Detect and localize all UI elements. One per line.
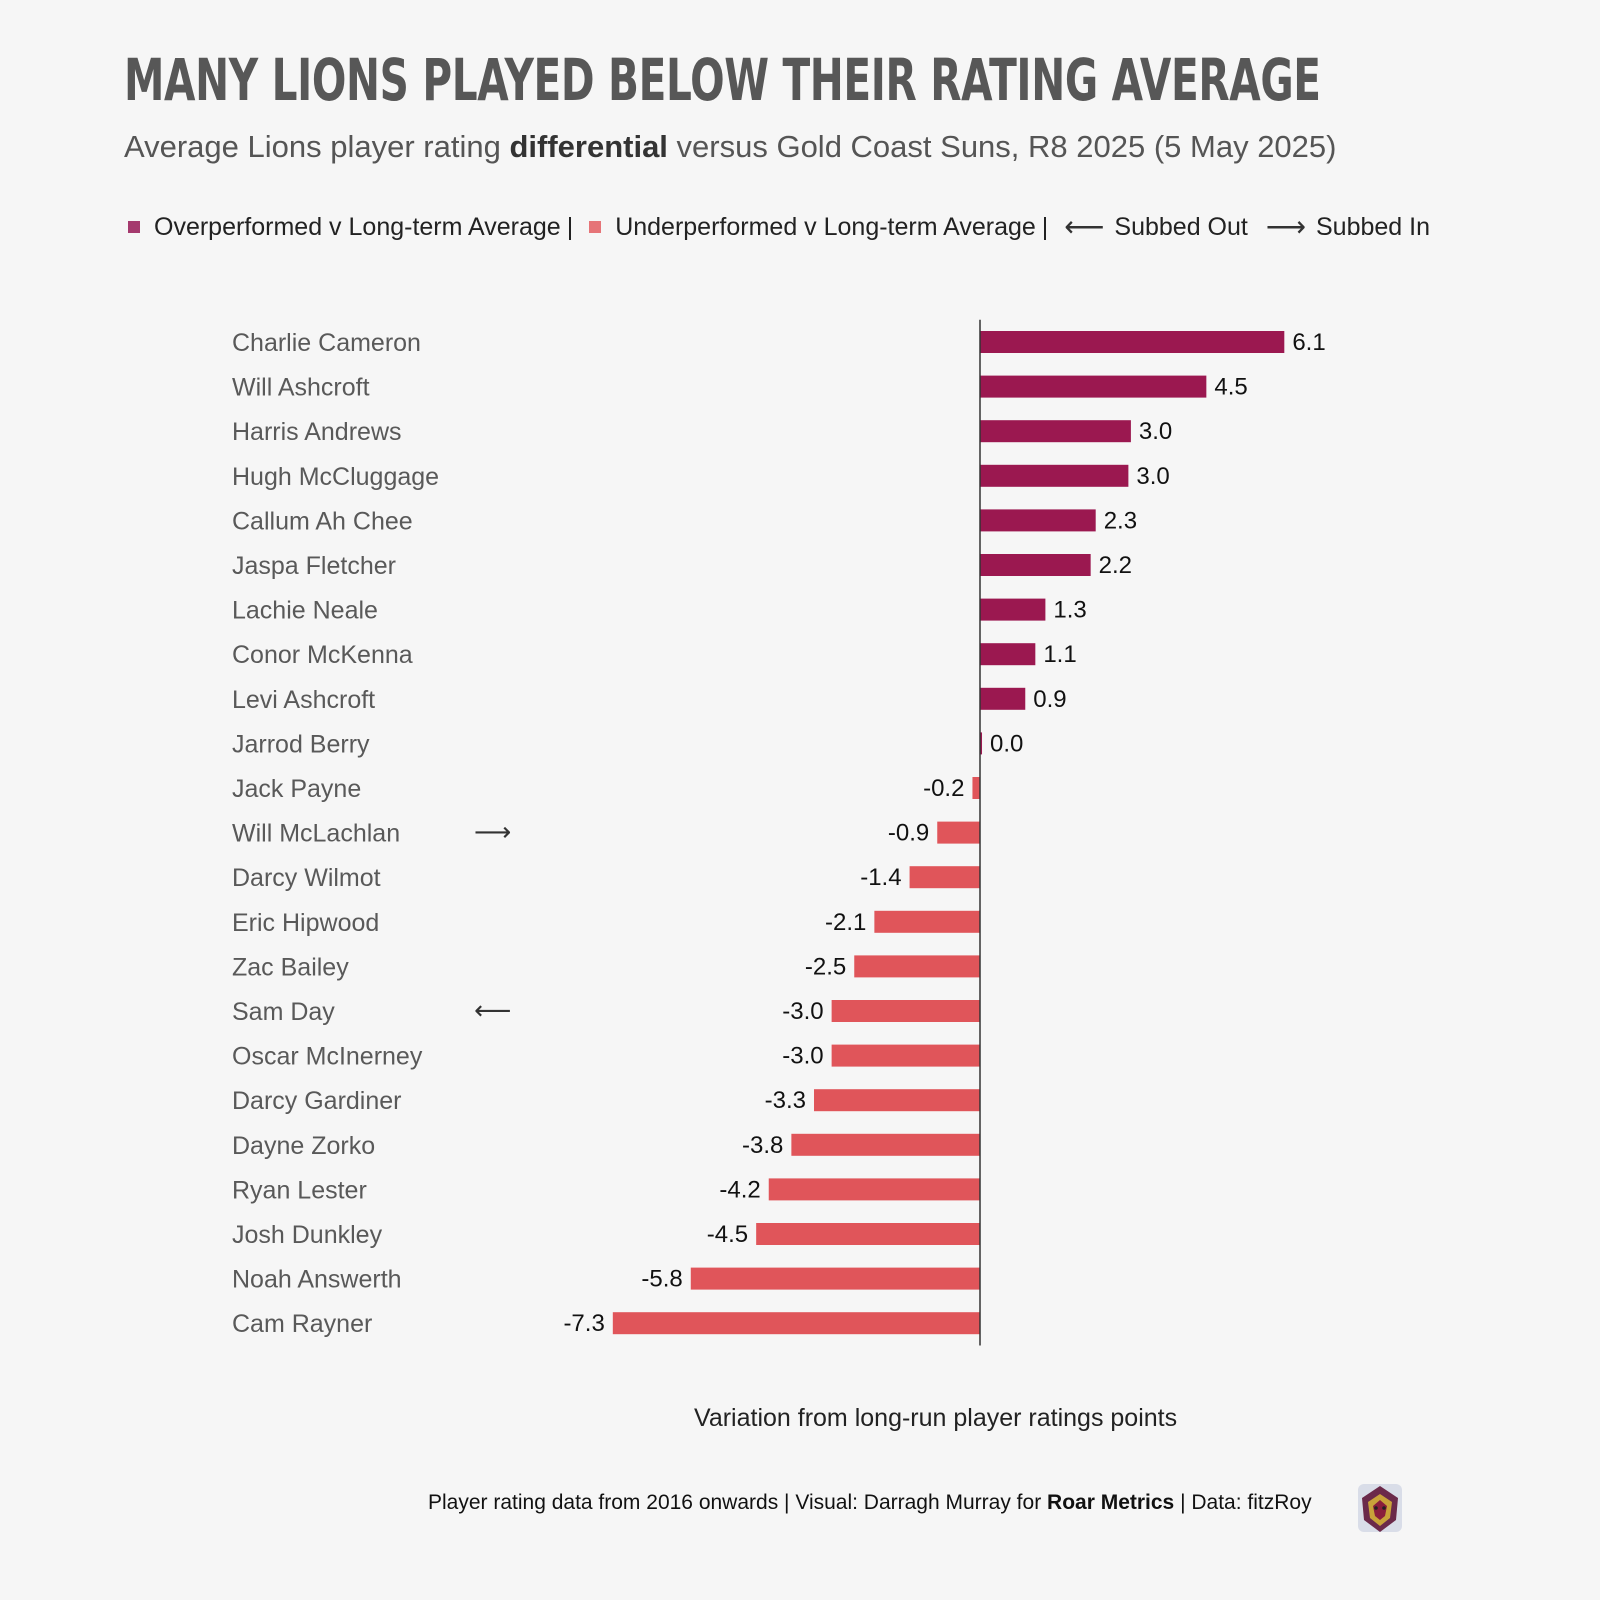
bar-value-label: 6.1	[1292, 329, 1325, 356]
player-name-label: Darcy Wilmot	[232, 864, 381, 892]
legend-label-subbed-out: Subbed Out	[1114, 213, 1248, 241]
chart-title: MANY LIONS PLAYED BELOW THEIR RATING AVE…	[124, 46, 1321, 114]
bar	[612, 1312, 980, 1335]
bar	[980, 375, 1207, 398]
bar	[854, 955, 980, 978]
bar	[768, 1178, 980, 1201]
player-name-label: Zac Bailey	[232, 953, 349, 981]
bar-value-label: 2.3	[1104, 507, 1137, 534]
bar-chart: Charlie Cameron 6.1 Will Ashcroft 4.5 Harris…	[232, 319, 1326, 1346]
subtitle-text-post: versus Gold Coast Suns, R8 2025 (5 May 2…	[667, 129, 1337, 164]
player-name-label: Hugh McCluggage	[232, 463, 439, 491]
bar	[980, 732, 983, 755]
player-name-label: Jaspa Fletcher	[232, 552, 396, 580]
bar	[756, 1223, 980, 1245]
player-name-label: Dayne Zorko	[232, 1132, 375, 1160]
player-name-label: Oscar McInerney	[232, 1043, 423, 1071]
player-name-label: Ryan Lester	[232, 1176, 367, 1204]
bar-value-label: 0.9	[1033, 686, 1066, 713]
bar-value-label: -0.2	[923, 775, 964, 802]
bar	[690, 1267, 980, 1290]
lion-head-logo-icon	[1358, 1484, 1402, 1532]
player-name-label: Harris Andrews	[232, 418, 402, 446]
chart-footer: Player rating data from 2016 onwards | V…	[428, 1491, 1312, 1515]
bar	[831, 1044, 980, 1067]
player-name-label: Levi Ashcroft	[232, 686, 375, 714]
player-name-label: Sam Day	[232, 998, 335, 1026]
bar	[937, 821, 980, 844]
bar-value-label: -3.3	[765, 1087, 806, 1114]
bar-value-label: -0.9	[888, 820, 929, 847]
bar	[791, 1133, 980, 1156]
player-name-label: Noah Answerth	[232, 1266, 402, 1294]
footer-text-pre: Player rating data from 2016 onwards | V…	[428, 1491, 1048, 1514]
bar	[909, 866, 980, 889]
bar-value-label: 3.0	[1136, 463, 1169, 490]
footer-brand: Roar Metrics	[1047, 1491, 1175, 1514]
footer-text-post: | Data: fitzRoy	[1174, 1491, 1312, 1514]
bar	[814, 1089, 980, 1112]
bar-value-label: 4.5	[1214, 374, 1247, 401]
subbed-out-arrow-icon: ⟵	[1064, 211, 1105, 242]
bar	[980, 554, 1091, 576]
bar-value-label: 0.0	[990, 730, 1023, 757]
chart-subtitle: Average Lions player rating differential…	[124, 127, 1336, 167]
player-name-label: Jack Payne	[232, 775, 361, 803]
bar-value-label: -2.1	[825, 909, 866, 936]
legend-separator: |	[1041, 213, 1049, 241]
legend-label-subbed-in: Subbed In	[1316, 213, 1430, 241]
chart-legend: Overperformed v Long-term Average | Unde…	[128, 210, 1430, 244]
player-name-label: Will McLachlan	[232, 820, 400, 848]
bar-value-label: -3.8	[742, 1132, 783, 1159]
player-name-label: Will Ashcroft	[232, 374, 370, 402]
player-name-label: Charlie Cameron	[232, 329, 421, 357]
subtitle-text-pre: Average Lions player rating	[124, 129, 510, 164]
subbed-in-arrow-icon: ⟶	[474, 818, 511, 848]
player-name-label: Lachie Neale	[232, 597, 378, 625]
player-name-label: Jarrod Berry	[232, 730, 370, 758]
bar-value-label: -3.0	[782, 1043, 823, 1070]
bar	[972, 777, 980, 799]
bar-value-label: 1.3	[1053, 597, 1086, 624]
subbed-out-arrow-icon: ⟵	[474, 996, 511, 1026]
legend-swatch-over	[128, 221, 140, 233]
legend-label-over: Overperformed v Long-term Average	[154, 213, 561, 241]
bar	[980, 331, 1285, 353]
legend-label-under: Underperformed v Long-term Average	[615, 213, 1036, 241]
bar	[980, 464, 1129, 487]
bar	[980, 509, 1096, 532]
bar-value-label: 1.1	[1043, 641, 1076, 668]
player-name-label: Josh Dunkley	[232, 1221, 383, 1249]
bar	[980, 643, 1036, 666]
x-axis-label: Variation from long-run player ratings p…	[694, 1404, 1178, 1432]
player-name-label: Conor McKenna	[232, 641, 413, 669]
bar	[980, 420, 1131, 443]
bar-value-label: -2.5	[805, 953, 846, 980]
bar-value-label: -5.8	[641, 1266, 682, 1293]
bar-value-label: -1.4	[860, 864, 901, 891]
legend-swatch-under	[589, 221, 602, 233]
bar	[980, 687, 1026, 710]
bar-value-label: -3.0	[782, 998, 823, 1025]
bar	[831, 1000, 980, 1022]
legend-separator: |	[566, 213, 574, 241]
subbed-in-arrow-icon: ⟶	[1265, 211, 1306, 242]
bar-value-label: -4.5	[707, 1221, 748, 1248]
player-name-label: Darcy Gardiner	[232, 1087, 402, 1115]
player-name-label: Callum Ah Chee	[232, 507, 413, 535]
bar-value-label: -7.3	[563, 1310, 604, 1337]
bar	[980, 598, 1046, 621]
bar	[874, 910, 980, 933]
bar-value-label: 3.0	[1139, 418, 1172, 445]
bar-value-label: 2.2	[1099, 552, 1132, 579]
bar-value-label: -4.2	[719, 1176, 760, 1203]
player-name-label: Cam Rayner	[232, 1310, 372, 1338]
player-name-label: Eric Hipwood	[232, 909, 379, 937]
subtitle-text-bold: differential	[509, 129, 668, 164]
